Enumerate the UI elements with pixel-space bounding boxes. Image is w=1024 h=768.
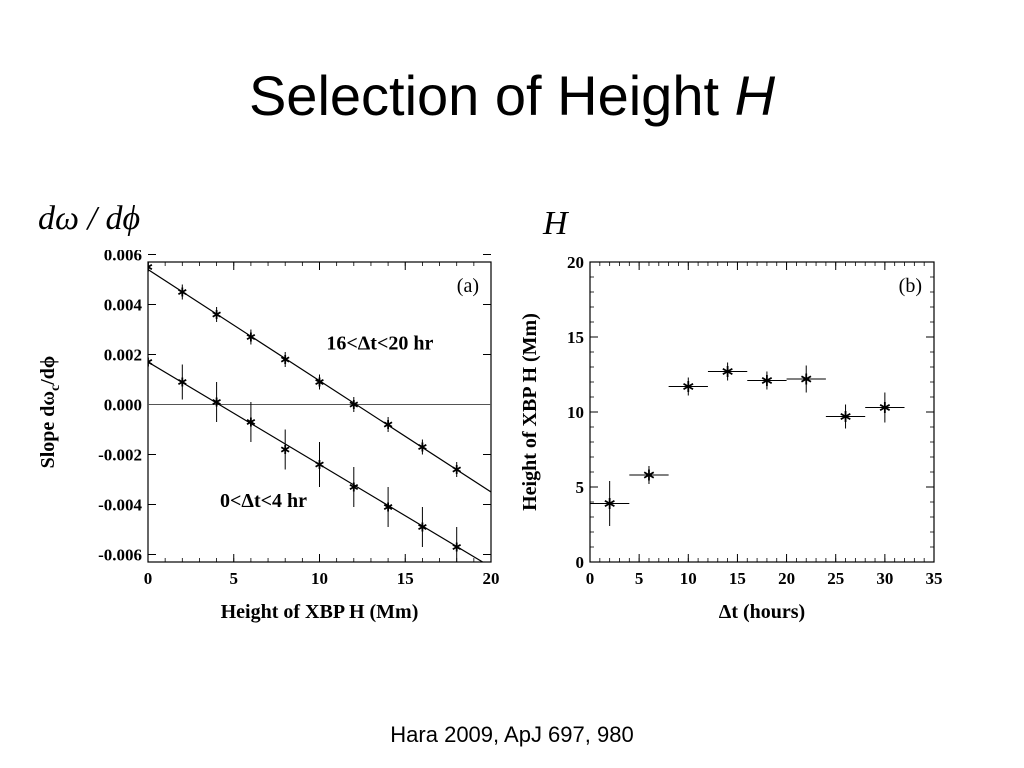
y-axis-title-tail: /dϕ — [37, 356, 59, 386]
data-point — [452, 542, 462, 552]
x-tick-label: 0 — [144, 569, 153, 588]
data-point — [349, 482, 359, 492]
data-point — [604, 498, 615, 509]
data-point — [246, 332, 256, 342]
panel-label: (b) — [899, 275, 922, 297]
plot-frame — [147, 261, 492, 563]
x-tick-label: 5 — [230, 569, 239, 588]
panel-label: (a) — [457, 275, 479, 297]
data-point — [643, 469, 655, 481]
x-tick-label: 10 — [311, 569, 328, 588]
data-point — [722, 366, 733, 377]
data-point — [212, 397, 221, 407]
title-variable: H — [734, 64, 776, 127]
y-tick-label: 15 — [567, 328, 584, 347]
y-tick-label: -0.002 — [98, 446, 142, 465]
plot-frame — [589, 261, 935, 563]
data-point — [418, 442, 427, 452]
y-tick-label: 0.000 — [104, 396, 142, 415]
y-tick-label: 5 — [576, 478, 585, 497]
data-point — [315, 460, 324, 469]
data-point — [418, 522, 427, 532]
data-point — [383, 502, 393, 512]
data-point — [177, 287, 187, 297]
data-point — [177, 377, 187, 387]
series-label-2: 0<Δt<4 hr — [220, 490, 307, 512]
x-tick-label: 20 — [778, 569, 795, 588]
y-tick-label: 10 — [567, 403, 584, 422]
y-axis-title: Height of XBP H (Mm) — [519, 313, 541, 511]
data-point — [840, 411, 851, 422]
data-point — [246, 417, 256, 427]
x-tick-label: 5 — [635, 569, 644, 588]
data-point — [383, 420, 393, 429]
y-tick-label: 0.004 — [104, 296, 143, 315]
y-axis-title-main: Slope dω — [37, 391, 59, 468]
y-tick-label: -0.006 — [98, 546, 142, 565]
chart-b-height-vs-dt: 0 5 10 15 20 25 30 35 0 5 10 15 20 (b) Δt (hours) Heigh… — [519, 253, 943, 623]
x-tick-label: 20 — [483, 569, 500, 588]
y-tick-label: 0.006 — [104, 250, 142, 265]
x-axis-title: Height of XBP H (Mm) — [221, 601, 419, 623]
title-text: Selection of Height — [248, 64, 735, 127]
data-point — [349, 400, 359, 409]
x-axis-title: Δt (hours) — [719, 601, 805, 623]
x-tick-label: 15 — [729, 569, 746, 588]
slide-title: Selection of Height H — [0, 62, 1024, 130]
data-point — [280, 445, 290, 454]
data-layer — [148, 262, 491, 562]
x-tick-label: 25 — [827, 569, 844, 588]
x-tick-label: 0 — [586, 569, 595, 588]
x-tick-label: 10 — [680, 569, 697, 588]
x-tick-label: 15 — [397, 569, 414, 588]
data-point — [879, 402, 891, 413]
y-tick-label: 20 — [567, 253, 584, 272]
series-label-1: 16<Δt<20 hr — [326, 333, 433, 355]
data-point — [148, 357, 153, 367]
citation: Hara 2009, ApJ 697, 980 — [390, 722, 634, 747]
y-tick-label: 0.002 — [104, 346, 142, 365]
x-tick-label: 30 — [876, 569, 893, 588]
data-point — [315, 377, 324, 387]
data-point — [212, 310, 221, 319]
x-tick-label: 35 — [926, 569, 943, 588]
data-point — [683, 381, 694, 392]
data-point — [148, 262, 153, 272]
data-point — [452, 465, 462, 474]
y-tick-label: 0 — [576, 553, 585, 572]
chart-a-slope-vs-height: 0 5 10 15 20 0.006 0.004 0.002 0.000 -0.002 -0.004… — [37, 250, 500, 623]
data-point — [761, 375, 773, 386]
derivative-label: dω / dϕ — [38, 200, 141, 237]
y-tick-label: -0.004 — [98, 496, 142, 515]
height-variable-label: H — [543, 205, 568, 242]
data-point — [801, 373, 812, 385]
y-axis-title-sub: c — [48, 385, 63, 391]
data-point — [280, 355, 290, 364]
y-axis-title: Slope dωc/dϕ — [37, 356, 63, 469]
